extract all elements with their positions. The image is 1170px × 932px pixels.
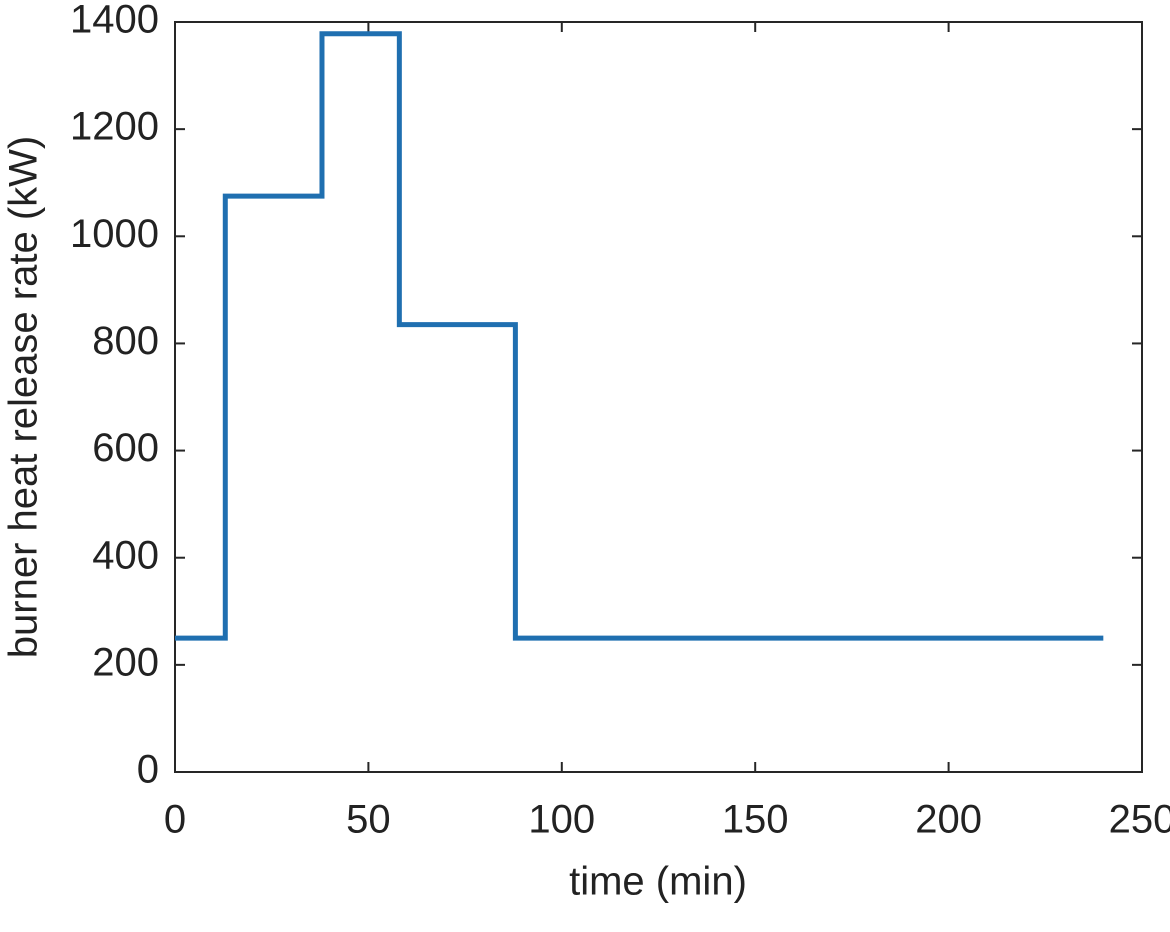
x-tick-label: 50 <box>346 798 391 842</box>
x-axis-label: time (min) <box>569 860 747 904</box>
y-tick-label: 400 <box>92 533 159 577</box>
x-tick-label: 100 <box>528 798 595 842</box>
y-tick-label: 1000 <box>70 212 159 256</box>
axes-frame <box>174 21 1143 773</box>
y-tick-label: 200 <box>92 640 159 684</box>
y-tick-label: 1400 <box>70 0 159 42</box>
y-tick-label: 800 <box>92 319 159 363</box>
data-line <box>175 31 1104 641</box>
y-tick-label: 0 <box>137 748 159 792</box>
x-tick-label: 200 <box>915 798 982 842</box>
y-tick-label: 1200 <box>70 105 159 149</box>
y-tick-label: 600 <box>92 426 159 470</box>
y-axis-label: burner heat release rate (kW) <box>2 136 46 658</box>
x-tick-label: 250 <box>1109 798 1170 842</box>
x-tick-label: 150 <box>722 798 789 842</box>
x-tick-label: 0 <box>164 798 186 842</box>
